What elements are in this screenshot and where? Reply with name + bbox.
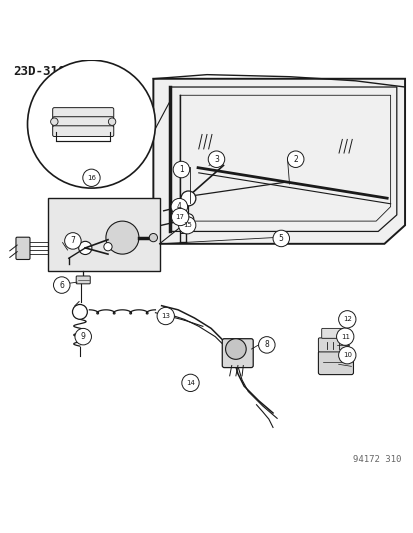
Circle shape [287, 151, 303, 167]
Text: 94172 310: 94172 310 [352, 455, 400, 464]
Circle shape [72, 304, 87, 319]
FancyBboxPatch shape [76, 276, 90, 284]
Text: 3: 3 [214, 155, 218, 164]
Text: 23D-310A: 23D-310A [13, 65, 73, 78]
Circle shape [180, 191, 195, 206]
Circle shape [108, 118, 116, 125]
Text: 17: 17 [175, 214, 184, 220]
Text: 6: 6 [59, 280, 64, 289]
FancyBboxPatch shape [52, 108, 114, 118]
Circle shape [173, 161, 189, 178]
Circle shape [272, 230, 289, 247]
Text: 11: 11 [340, 334, 349, 340]
Circle shape [181, 374, 199, 392]
FancyBboxPatch shape [52, 117, 114, 127]
Circle shape [75, 328, 91, 345]
FancyBboxPatch shape [48, 198, 159, 271]
Circle shape [149, 233, 157, 242]
Text: 12: 12 [342, 316, 351, 322]
FancyBboxPatch shape [16, 237, 30, 260]
Circle shape [64, 233, 81, 249]
Text: 16: 16 [87, 175, 96, 181]
Circle shape [178, 216, 195, 234]
Circle shape [157, 308, 174, 325]
Text: 8: 8 [264, 341, 268, 350]
Circle shape [50, 118, 58, 125]
Circle shape [258, 337, 274, 353]
Text: 1: 1 [178, 165, 183, 174]
Circle shape [104, 243, 112, 251]
Polygon shape [153, 79, 404, 244]
Circle shape [338, 311, 355, 328]
Circle shape [171, 208, 188, 225]
Circle shape [208, 151, 224, 167]
Circle shape [338, 346, 355, 364]
Circle shape [336, 328, 353, 345]
Text: 13: 13 [161, 313, 170, 319]
Text: 14: 14 [185, 380, 195, 386]
FancyBboxPatch shape [318, 351, 353, 375]
Circle shape [106, 221, 139, 254]
FancyBboxPatch shape [321, 328, 345, 338]
Text: 9: 9 [81, 332, 85, 341]
Text: 5: 5 [278, 234, 283, 243]
Circle shape [53, 277, 70, 293]
FancyBboxPatch shape [318, 338, 348, 352]
Text: 7: 7 [70, 237, 75, 245]
Text: 4: 4 [176, 202, 181, 211]
Text: 10: 10 [342, 352, 351, 358]
Text: 15: 15 [182, 222, 191, 228]
Circle shape [171, 198, 187, 215]
Circle shape [83, 169, 100, 187]
FancyBboxPatch shape [52, 126, 114, 136]
Circle shape [27, 60, 155, 188]
Circle shape [183, 214, 193, 224]
Circle shape [225, 338, 246, 359]
Text: 2: 2 [293, 155, 297, 164]
FancyBboxPatch shape [222, 338, 253, 368]
Circle shape [78, 241, 92, 255]
